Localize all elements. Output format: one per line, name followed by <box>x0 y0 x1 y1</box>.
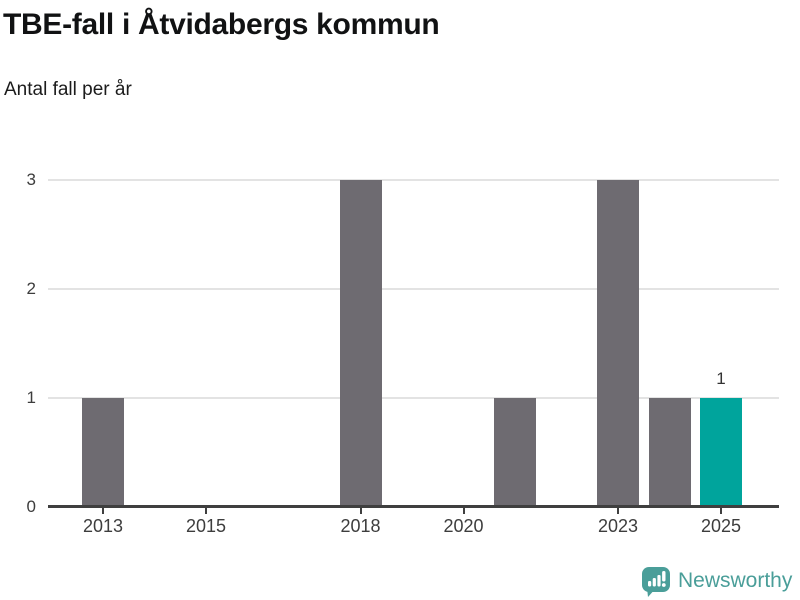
chart-subtitle: Antal fall per år <box>4 79 132 100</box>
x-tick-label-2020: 2020 <box>443 516 484 536</box>
x-tick-mark-2023 <box>617 508 619 514</box>
speech-bubble-shape <box>642 567 670 597</box>
x-tick-label-2013: 2013 <box>82 516 124 536</box>
bar-2018 <box>339 180 382 505</box>
x-tick-mark-2020 <box>462 508 465 514</box>
x-tick-mark-2013 <box>102 508 104 514</box>
y-tick-label-0: 0 <box>26 497 36 516</box>
gridline-y1 <box>48 397 779 399</box>
chart-title: TBE-fall i Åtvidabergs kommun <box>3 8 440 41</box>
y-tick-label-1: 1 <box>26 388 36 407</box>
x-tick-label-2018: 2018 <box>340 516 381 536</box>
x-tick-label-2025: 2025 <box>700 516 742 536</box>
x-tick-label-2015: 2015 <box>185 516 227 536</box>
newsworthy-logo[interactable]: Newsworthy <box>640 565 792 597</box>
bar-value-label-2025: 1 <box>716 369 726 388</box>
gridline-y2 <box>48 288 779 290</box>
bar-2025 <box>700 398 742 505</box>
x-tick-mark-2025 <box>720 508 722 514</box>
newsworthy-logo-icon <box>642 567 670 597</box>
mini-bar-chart-glyph <box>648 571 666 587</box>
x-axis-line <box>48 505 779 508</box>
bar-2021 <box>494 398 536 505</box>
x-tick-mark-2018 <box>359 508 362 514</box>
newsworthy-brand-text: Newsworthy <box>678 569 793 592</box>
y-tick-label-2: 2 <box>26 279 36 298</box>
bar-2023 <box>597 180 639 505</box>
bar-2013 <box>82 398 124 505</box>
x-tick-mark-2015 <box>205 508 207 514</box>
gridline-y3 <box>48 179 779 181</box>
bar-2024 <box>648 398 691 505</box>
x-tick-label-2023: 2023 <box>597 516 639 536</box>
y-tick-label-3: 3 <box>26 170 36 189</box>
